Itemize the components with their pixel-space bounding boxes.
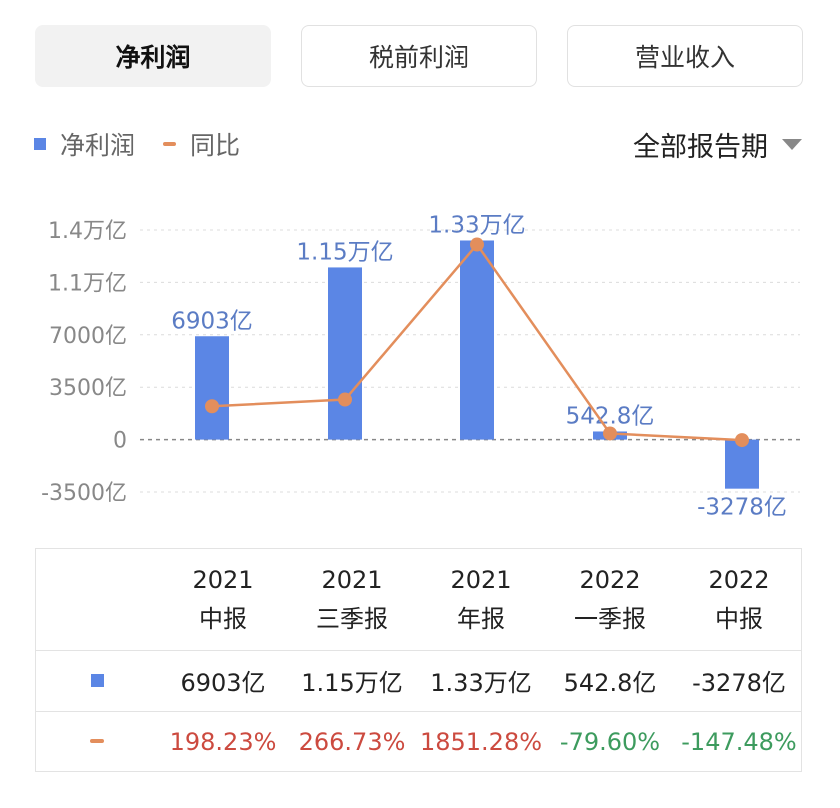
chart-legend: 净利润 同比 <box>34 124 240 164</box>
legend-line-label[interactable]: 同比 <box>190 131 241 160</box>
bar-data-label: 542.8亿 <box>566 403 655 429</box>
period-selector[interactable]: 全部报告期 <box>633 122 802 166</box>
yoy-value: 266.73% <box>298 727 406 756</box>
yoy-value: -147.48% <box>681 727 797 756</box>
table-row-yoy: 198.23% 266.73% 1851.28% -79.60% -147.48% <box>36 711 801 772</box>
period-selector-label: 全部报告期 <box>633 131 768 163</box>
column-header-year: 2021 <box>192 565 254 594</box>
column-header-period: 年报 <box>457 604 505 633</box>
bar-data-label: 6903亿 <box>171 308 253 334</box>
column-header-year: 2022 <box>708 565 770 594</box>
bar-data-label: 1.15万亿 <box>296 239 393 265</box>
tab-label: 营业收入 <box>634 43 735 72</box>
y-tick-label: 7000亿 <box>49 324 127 349</box>
bar <box>328 267 362 440</box>
tab-bar: 净利润 税前利润 营业收入 <box>35 25 805 89</box>
yoy-point <box>603 426 617 441</box>
legend-bar-swatch <box>34 138 46 150</box>
y-tick-label: 1.1万亿 <box>48 271 127 296</box>
tab-revenue[interactable]: 营业收入 <box>567 25 803 87</box>
y-tick-label: 1.4万亿 <box>48 219 127 244</box>
bar <box>195 336 229 440</box>
column-header-period: 三季报 <box>316 604 388 633</box>
column-header: 2021 年报 <box>416 549 546 650</box>
net-profit-marker <box>91 674 104 687</box>
bar <box>460 240 494 440</box>
tab-net-profit[interactable]: 净利润 <box>35 25 271 87</box>
column-header: 2021 中报 <box>158 549 288 650</box>
column-header: 2022 中报 <box>674 549 804 650</box>
table-header-row: 2021 中报 2021 三季报 2021 年报 2022 一季报 2022 中报 <box>36 549 801 651</box>
net-profit-value: 542.8亿 <box>563 669 657 697</box>
legend-line-swatch <box>163 142 177 146</box>
table-cell: 198.23% <box>158 711 288 772</box>
table-cell: 1.33万亿 <box>416 650 546 711</box>
net-profit-chart: 1.4万亿 1.1万亿 7000亿 3500亿 0 -3500亿 6903亿 1.15万亿 1.… <box>41 212 800 521</box>
table-cell: -79.60% <box>545 711 675 772</box>
yoy-value: -79.60% <box>559 727 661 756</box>
table-cell: 1.15万亿 <box>287 650 417 711</box>
column-header-period: 中报 <box>715 604 763 633</box>
tab-label: 税前利润 <box>368 43 469 72</box>
yoy-marker <box>90 739 104 743</box>
bar-data-label: 1.33万亿 <box>428 212 525 238</box>
caret-down-icon <box>782 138 802 150</box>
column-header-year: 2021 <box>450 565 512 594</box>
table-cell: 542.8亿 <box>545 650 675 711</box>
column-header: 2021 三季报 <box>287 549 417 650</box>
bar-data-label: -3278亿 <box>697 495 787 521</box>
net-profit-value: 1.15万亿 <box>301 669 403 697</box>
yoy-point <box>205 399 219 414</box>
net-profit-value: 1.33万亿 <box>430 669 532 697</box>
tab-pretax-profit[interactable]: 税前利润 <box>301 25 537 87</box>
table-cell: -3278亿 <box>674 650 804 711</box>
y-tick-label: 0 <box>113 429 127 454</box>
table-cell: 1851.28% <box>416 711 546 772</box>
yoy-point <box>338 392 352 407</box>
net-profit-value: 6903亿 <box>180 669 266 697</box>
yoy-value: 1851.28% <box>419 727 543 756</box>
data-table: 2021 中报 2021 三季报 2021 年报 2022 一季报 2022 中报 6903亿 1.… <box>35 548 802 772</box>
yoy-value: 198.23% <box>169 727 277 756</box>
table-cell: 266.73% <box>287 711 417 772</box>
table-row-net-profit: 6903亿 1.15万亿 1.33万亿 542.8亿 -3278亿 <box>36 650 801 712</box>
tab-label: 净利润 <box>115 43 191 72</box>
table-cell: 6903亿 <box>158 650 288 711</box>
column-header-period: 中报 <box>199 604 247 633</box>
column-header-year: 2022 <box>579 565 641 594</box>
y-tick-label: -3500亿 <box>41 481 127 506</box>
yoy-point <box>470 237 484 252</box>
legend-bar-label[interactable]: 净利润 <box>60 131 136 160</box>
bar <box>725 439 759 489</box>
yoy-point <box>735 433 749 448</box>
y-tick-label: 3500亿 <box>49 376 127 401</box>
table-cell: -147.48% <box>674 711 804 772</box>
net-profit-value: -3278亿 <box>692 669 786 697</box>
column-header-year: 2021 <box>321 565 383 594</box>
column-header: 2022 一季报 <box>545 549 675 650</box>
column-header-period: 一季报 <box>574 604 646 633</box>
